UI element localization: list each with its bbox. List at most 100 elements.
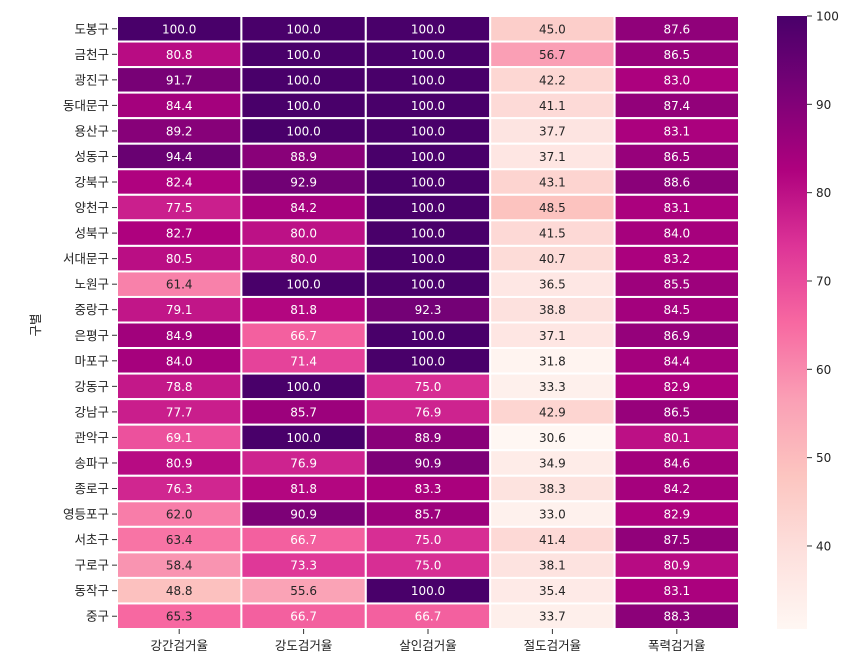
cell-value-label: 100.0 [411, 278, 445, 292]
cell-value-label: 80.8 [166, 48, 193, 62]
row-tick-label: 은평구 [74, 328, 109, 343]
heatmap-cell [240, 66, 367, 94]
cell-value-label: 62.0 [166, 508, 193, 522]
cell-value-label: 100.0 [286, 278, 320, 292]
colorbar [777, 16, 807, 629]
row-tick-label: 서초구 [74, 532, 109, 547]
heatmap-cell [613, 91, 740, 120]
cell-value-label: 75.0 [415, 380, 442, 394]
heatmap-cell [489, 372, 616, 401]
cell-value-label: 42.2 [539, 73, 566, 87]
cell-value-label: 86.9 [663, 329, 690, 343]
row-tick-label: 금천구 [74, 47, 109, 62]
cell-value-label: 80.9 [663, 559, 690, 573]
row-tick-label: 양천구 [74, 200, 109, 215]
cell-value-label: 33.3 [539, 380, 566, 394]
cell-value-label: 83.2 [663, 252, 690, 266]
cell-value-label: 38.8 [539, 303, 566, 317]
heatmap-cell [489, 295, 616, 324]
colorbar-tick-label: 50 [816, 451, 831, 465]
column-tick-label: 폭력검거율 [648, 638, 706, 653]
colorbar-tick-label: 40 [816, 539, 831, 553]
heatmap-cell [489, 449, 616, 477]
cell-value-label: 100.0 [411, 150, 445, 164]
heatmap-cell [364, 40, 492, 69]
heatmap-cell [613, 500, 740, 528]
row-tick-label: 영등포구 [63, 507, 109, 522]
cell-value-label: 90.9 [290, 508, 317, 522]
row-tick-label: 중구 [86, 609, 109, 624]
row-tick-label: 마포구 [74, 353, 109, 368]
heatmap-cell [240, 347, 367, 375]
cell-value-label: 100.0 [286, 124, 320, 138]
cell-value-label: 100.0 [411, 22, 445, 36]
heatmap-cell [240, 91, 367, 120]
cell-value-label: 92.3 [415, 303, 442, 317]
cell-value-label: 37.1 [539, 150, 566, 164]
cell-value-label: 77.7 [166, 405, 193, 419]
cell-value-label: 55.6 [290, 584, 317, 598]
heatmap-cell [613, 398, 740, 426]
cell-value-label: 35.4 [539, 584, 566, 598]
cell-value-label: 86.5 [663, 150, 690, 164]
heatmap-cell [116, 295, 243, 324]
cell-value-label: 41.5 [539, 227, 566, 241]
heatmap-cell [613, 219, 740, 247]
row-tick-label: 동작구 [74, 583, 109, 598]
heatmap-cell [489, 91, 616, 120]
cell-value-label: 30.6 [539, 431, 566, 445]
colorbar-tick-label: 70 [816, 274, 831, 288]
cell-value-label: 91.7 [166, 73, 193, 87]
column-tick-label: 절도검거율 [524, 638, 582, 653]
row-tick-label: 구로구 [74, 558, 109, 573]
cell-value-label: 100.0 [411, 227, 445, 241]
cell-value-label: 66.7 [415, 610, 442, 624]
heatmap-cell [116, 244, 243, 273]
cell-value-label: 69.1 [166, 431, 193, 445]
cell-value-label: 85.7 [290, 405, 317, 419]
cell-value-label: 100.0 [411, 73, 445, 87]
cell-value-label: 76.9 [415, 405, 442, 419]
cell-value-label: 84.4 [663, 354, 690, 368]
heatmap-cell [613, 423, 740, 452]
cell-value-label: 100.0 [286, 431, 320, 445]
cell-value-label: 83.0 [663, 73, 690, 87]
cell-value-label: 82.7 [166, 227, 193, 241]
heatmap-cell [489, 142, 616, 171]
row-tick-label: 도봉구 [74, 21, 109, 36]
cell-value-label: 87.4 [663, 99, 690, 113]
cell-value-label: 100.0 [162, 22, 196, 36]
heatmap-cell [364, 372, 492, 401]
heatmap-cell [116, 500, 243, 528]
cell-value-label: 100.0 [286, 48, 320, 62]
cell-value-label: 88.9 [290, 150, 317, 164]
cell-value-label: 65.3 [166, 610, 193, 624]
cell-value-label: 100.0 [411, 99, 445, 113]
cell-value-label: 81.8 [290, 482, 317, 496]
row-tick-label: 송파구 [74, 455, 109, 470]
row-tick-label: 관악구 [74, 430, 109, 445]
heatmap-cell [364, 347, 492, 375]
cell-value-label: 48.8 [166, 584, 193, 598]
cell-value-label: 82.9 [663, 508, 690, 522]
heatmap-cell [489, 398, 616, 426]
cell-value-label: 89.2 [166, 124, 193, 138]
heatmap-cell [240, 142, 367, 171]
cell-value-label: 100.0 [411, 48, 445, 62]
cell-value-label: 90.9 [415, 456, 442, 470]
cell-value-label: 80.0 [290, 227, 317, 241]
cell-value-label: 66.7 [290, 533, 317, 547]
cell-value-label: 83.3 [415, 482, 442, 496]
cell-value-label: 37.7 [539, 124, 566, 138]
cell-value-label: 80.0 [290, 252, 317, 266]
column-tick-labels: 강간검거율 강도검거율 살인검거율 절도검거율 폭력검거율 [150, 629, 706, 653]
row-tick-label: 노원구 [74, 277, 109, 292]
cell-value-label: 79.1 [166, 303, 193, 317]
row-tick-label: 성동구 [74, 149, 109, 164]
cell-value-label: 88.6 [663, 176, 690, 190]
heatmap-cell [240, 423, 367, 452]
cell-value-label: 86.5 [663, 405, 690, 419]
cell-value-label: 100.0 [411, 354, 445, 368]
heatmap-cell [364, 117, 492, 145]
cell-value-label: 78.8 [166, 380, 193, 394]
